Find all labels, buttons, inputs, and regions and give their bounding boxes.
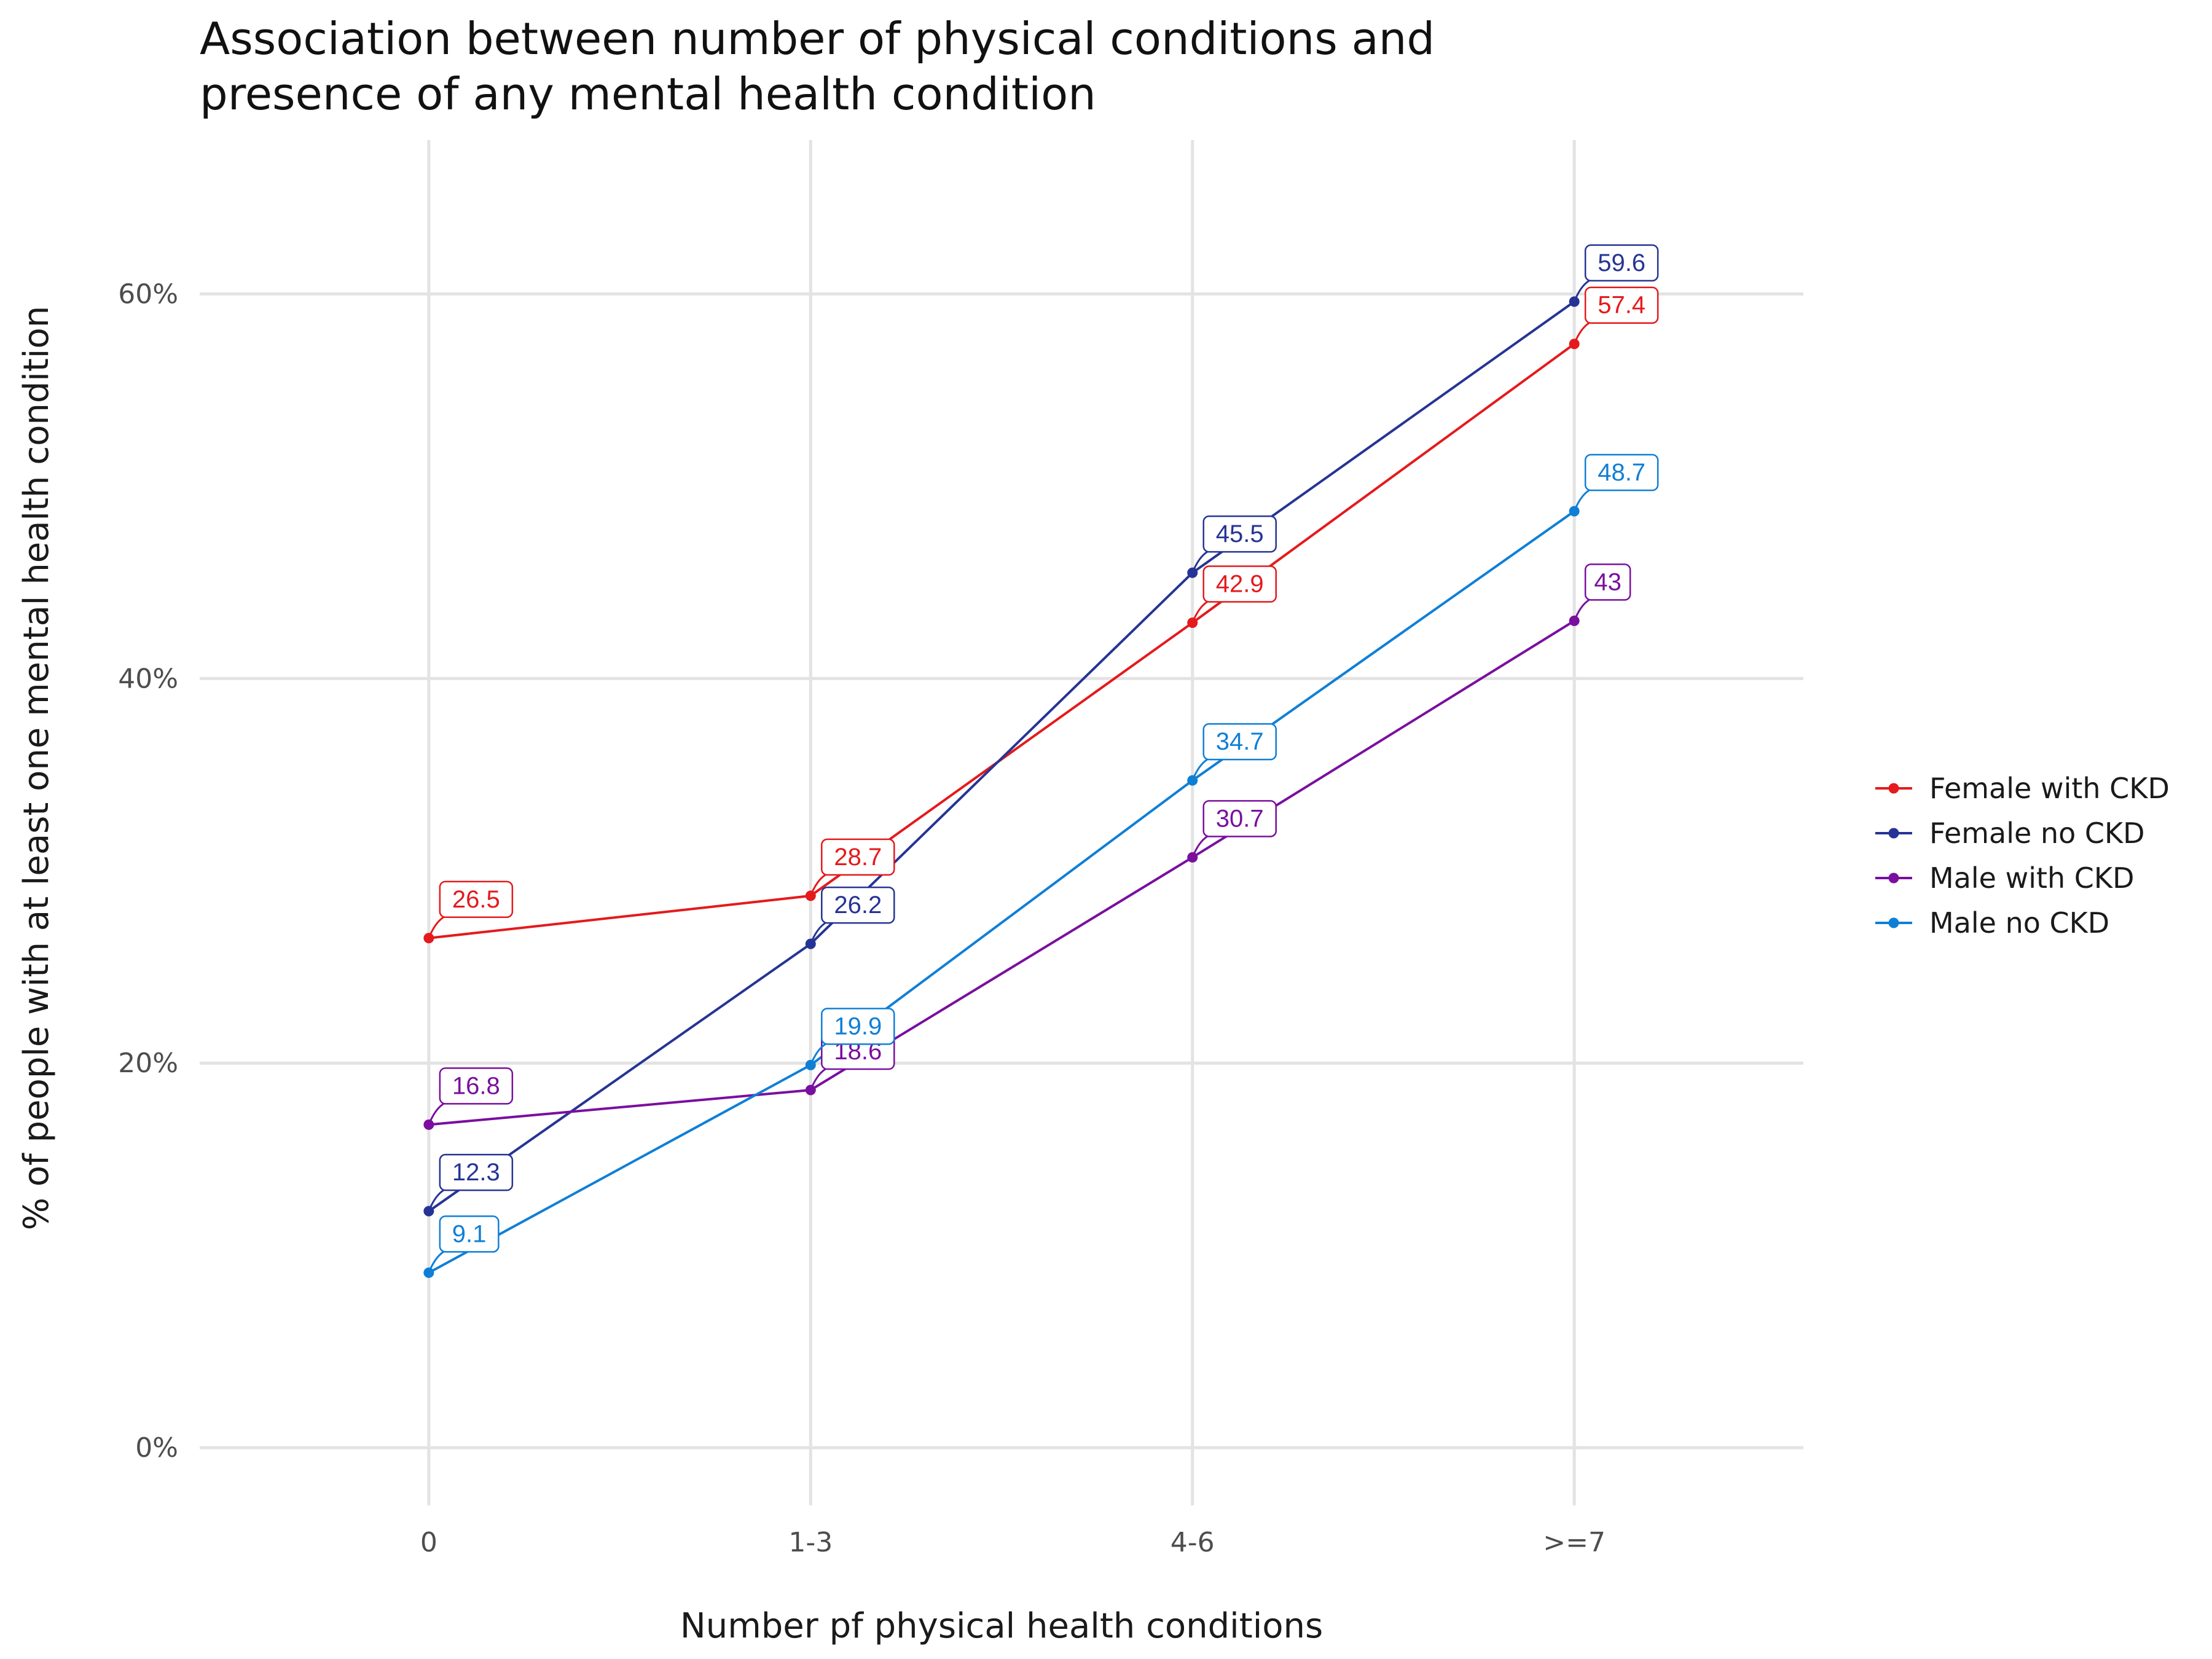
data-label-box xyxy=(439,880,514,919)
series-line xyxy=(428,619,1575,1126)
legend-swatch-point xyxy=(1888,783,1899,794)
legend: Female with CKD Female no CKD Male with CK… xyxy=(1875,772,2170,939)
legend-swatch-point xyxy=(1888,917,1899,928)
data-label-text: 34.7 xyxy=(1216,728,1264,755)
data-label-box xyxy=(1202,723,1277,761)
data-label: 19.9 xyxy=(809,1008,895,1065)
x-tick-label: 0 xyxy=(420,1527,437,1558)
x-tick-label: >=7 xyxy=(1543,1527,1606,1558)
grid-lines xyxy=(200,140,1803,1505)
data-label-text: 26.5 xyxy=(452,886,500,913)
data-label-leader xyxy=(1191,758,1208,781)
data-label: 48.7 xyxy=(1573,453,1659,512)
legend-label: Female with CKD xyxy=(1929,772,2170,805)
data-label-box xyxy=(1584,244,1659,282)
series-lines xyxy=(423,296,1580,1278)
series-line xyxy=(428,343,1575,939)
data-label-text: 12.3 xyxy=(452,1159,500,1186)
data-label-text: 42.9 xyxy=(1216,571,1264,598)
y-tick-label: 20% xyxy=(118,1048,178,1079)
data-label-leader xyxy=(1191,601,1208,624)
data-label-box xyxy=(439,1215,500,1253)
data-label-text: 43 xyxy=(1594,568,1622,595)
data-label: 45.5 xyxy=(1191,515,1277,573)
data-label-box xyxy=(821,838,895,876)
data-label: 26.2 xyxy=(809,886,895,944)
x-tick-label: 1-3 xyxy=(788,1527,833,1558)
legend-label: Female no CKD xyxy=(1929,817,2145,850)
y-axis-ticks: 0% 20% 40% 60% xyxy=(118,278,178,1464)
y-tick-label: 40% xyxy=(118,663,178,694)
data-label-leader xyxy=(1573,280,1590,302)
data-label-box xyxy=(1584,453,1659,492)
x-axis-ticks: 0 1-3 4-6 >=7 xyxy=(420,1527,1606,1558)
data-label-text: 28.7 xyxy=(834,844,882,871)
series-line xyxy=(428,510,1575,1274)
data-label: 42.9 xyxy=(1191,565,1277,624)
legend-swatch-point xyxy=(1888,873,1899,884)
data-label: 12.3 xyxy=(428,1153,514,1212)
data-label-box xyxy=(1202,565,1277,603)
data-label-leader xyxy=(1191,836,1208,858)
legend-item: Male with CKD xyxy=(1875,861,2135,895)
data-label-leader xyxy=(428,1251,444,1273)
data-label-text: 45.5 xyxy=(1216,520,1264,547)
data-label-text: 9.1 xyxy=(452,1220,487,1247)
data-label: 28.7 xyxy=(809,838,895,896)
data-label: 16.8 xyxy=(428,1067,514,1125)
data-label-leader xyxy=(809,1043,826,1065)
chart-title: Association between number of physical c… xyxy=(200,11,1797,122)
y-tick-label: 0% xyxy=(135,1432,178,1464)
data-label: 57.4 xyxy=(1573,286,1659,345)
data-label-leader xyxy=(428,1189,444,1212)
x-axis-title: Number pf physical health conditions xyxy=(680,1606,1323,1646)
legend-swatch-point xyxy=(1888,828,1899,839)
data-label-box xyxy=(821,886,895,924)
data-label: 34.7 xyxy=(1191,723,1277,781)
y-axis-title: % of people with at least one mental hea… xyxy=(17,306,57,1230)
chart-title-line-1: Association between number of physical c… xyxy=(200,13,1435,65)
data-labels: 26.528.742.957.412.326.245.559.616.818.6… xyxy=(428,244,1659,1273)
data-label-leader xyxy=(1191,551,1208,573)
x-tick-label: 4-6 xyxy=(1171,1527,1215,1558)
data-label-leader xyxy=(809,874,826,896)
data-label-box xyxy=(1584,563,1631,601)
data-label-leader xyxy=(809,922,826,944)
data-label: 30.7 xyxy=(1191,800,1277,858)
data-label-box xyxy=(1584,286,1659,324)
data-label-box xyxy=(1202,800,1277,837)
data-label: 43 xyxy=(1573,563,1631,621)
data-label-leader xyxy=(1573,599,1590,621)
data-label-leader xyxy=(428,1103,444,1125)
data-label-leader xyxy=(1573,489,1590,512)
data-label-leader xyxy=(428,916,444,939)
legend-item: Male no CKD xyxy=(1875,906,2109,939)
data-label: 9.1 xyxy=(428,1215,500,1273)
data-label-box xyxy=(821,1008,895,1045)
legend-item: Female with CKD xyxy=(1875,772,2170,805)
legend-item: Female no CKD xyxy=(1875,817,2145,850)
data-label-text: 16.8 xyxy=(452,1072,500,1099)
data-label-text: 30.7 xyxy=(1216,805,1264,832)
chart-title-line-2: presence of any mental health condition xyxy=(200,68,1096,120)
data-label-text: 57.4 xyxy=(1598,292,1645,319)
legend-label: Male with CKD xyxy=(1929,861,2135,895)
data-label-text: 19.9 xyxy=(834,1013,882,1040)
data-label-text: 59.6 xyxy=(1598,249,1645,276)
data-label-text: 26.2 xyxy=(834,892,882,919)
data-label-leader xyxy=(1573,322,1590,345)
data-label-box xyxy=(439,1153,514,1191)
data-label-leader xyxy=(809,1068,826,1091)
data-label-box xyxy=(1202,515,1277,553)
data-label: 26.5 xyxy=(428,880,514,939)
series-line xyxy=(428,300,1575,1212)
data-label-box xyxy=(439,1067,514,1105)
data-label-text: 48.7 xyxy=(1598,459,1645,486)
data-label: 59.6 xyxy=(1573,244,1659,302)
y-tick-label: 60% xyxy=(118,278,178,310)
legend-label: Male no CKD xyxy=(1929,906,2109,939)
